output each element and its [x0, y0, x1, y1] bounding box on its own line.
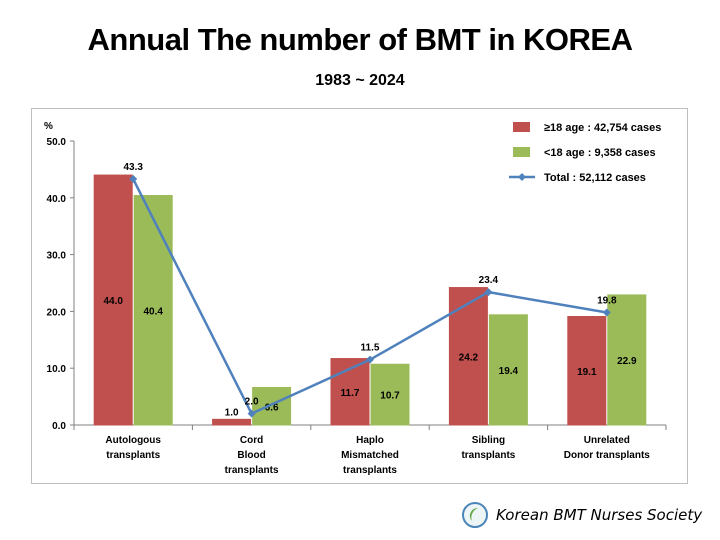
legend-label: Total : 52,112 cases [544, 172, 646, 184]
bar-child [252, 387, 292, 426]
total-data-label: 43.3 [123, 162, 143, 173]
total-point-marker [484, 288, 493, 297]
legend-label: ≥18 age : 42,754 cases [544, 122, 661, 134]
total-data-label: 23.4 [479, 275, 499, 286]
bar-data-label: 10.7 [380, 391, 400, 402]
total-point-marker [129, 175, 138, 184]
bar-data-label: 19.1 [577, 367, 597, 378]
y-tick-label: 0.0 [52, 421, 66, 432]
x-category-label: Mismatched [341, 450, 399, 461]
bar-data-label: 44.0 [103, 296, 123, 307]
y-tick-label: 20.0 [47, 307, 67, 318]
bar-data-label: 22.9 [617, 356, 637, 367]
x-category-label: transplants [343, 465, 397, 476]
x-category-label: Sibling [472, 435, 505, 446]
legend-marker [518, 173, 526, 181]
total-data-label: 19.8 [597, 296, 617, 307]
total-point-marker [602, 308, 611, 317]
bar-adult [567, 316, 607, 426]
y-tick-label: 10.0 [47, 364, 67, 375]
bar-data-label: 11.7 [341, 388, 360, 399]
chart-frame [31, 108, 688, 484]
x-category-label: Autologous [105, 435, 161, 446]
bar-adult [93, 174, 133, 426]
bar-data-label: 1.0 [225, 407, 239, 418]
page-title: Annual The number of BMT in KOREA [87, 22, 633, 57]
x-category-label: transplants [106, 450, 160, 461]
y-tick-label: 40.0 [47, 194, 67, 205]
bar-data-label: 40.4 [143, 306, 163, 317]
x-category-label: Cord [240, 435, 263, 446]
x-category-label: Blood [237, 450, 265, 461]
bar-child [133, 195, 173, 426]
y-tick-label: 30.0 [47, 251, 67, 262]
total-point-marker [366, 355, 374, 364]
x-category-label: transplants [461, 450, 515, 461]
legend-swatch [513, 147, 530, 157]
y-axis-unit-label: % [44, 121, 53, 132]
x-category-label: Unrelated [584, 435, 630, 446]
bar-child [607, 294, 647, 426]
bar-child [370, 363, 410, 426]
society-logo-icon [462, 502, 488, 528]
total-point-marker [247, 409, 256, 418]
x-category-label: Donor transplants [564, 450, 651, 461]
bar-data-label: 24.2 [459, 352, 479, 363]
y-tick-label: 50.0 [47, 137, 67, 148]
total-series-line [132, 178, 608, 416]
bar-data-label: 19.4 [499, 366, 519, 377]
legend-label: <18 age : 9,358 cases [544, 147, 656, 159]
footer: Korean BMT Nurses Society [462, 500, 702, 530]
page-subtitle: 1983 ~ 2024 [315, 72, 405, 89]
bar-child [488, 314, 528, 426]
society-name: Korean BMT Nurses Society [496, 506, 703, 524]
total-data-label: 11.5 [361, 343, 380, 354]
total-data-label: 2.0 [245, 397, 259, 408]
bar-data-label: 6.6 [265, 402, 279, 413]
x-category-label: transplants [225, 465, 279, 476]
bar-adult [212, 418, 252, 426]
x-category-label: Haplo [356, 435, 384, 446]
bmt-bar-chart: 0.0 10.0 20.0 30.0 40.0 50.0% Autologous transp… [44, 121, 667, 476]
legend-swatch [513, 122, 530, 132]
